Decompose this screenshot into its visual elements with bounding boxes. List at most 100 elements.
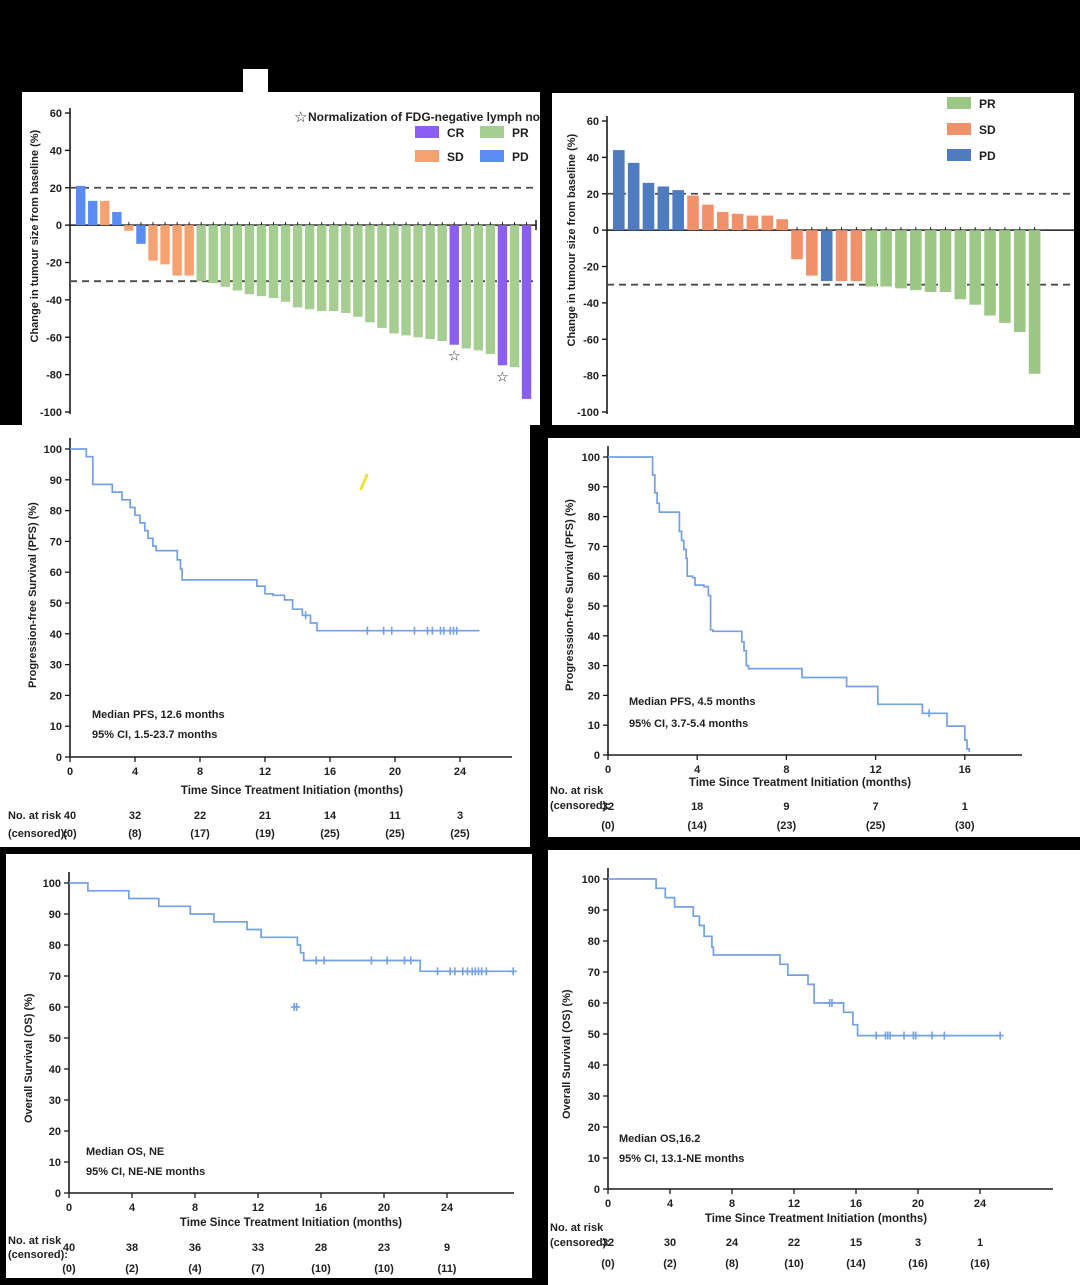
y-tick-label: 90: [588, 482, 600, 494]
y-tick-label: 40: [49, 1064, 61, 1076]
waterfall-bar: [317, 225, 327, 312]
median-annotation: Median OS,16.2: [619, 1133, 700, 1145]
y-tick-label: 60: [50, 108, 62, 120]
y-tick-label: 30: [49, 1095, 61, 1107]
waterfall-bar: [244, 225, 255, 295]
y-tick-label: 90: [50, 475, 62, 487]
waterfall-bar: [124, 225, 134, 231]
waterfall-bar: [232, 225, 243, 291]
y-tick-label: 0: [593, 225, 599, 237]
x-tick-label: 16: [850, 1198, 862, 1210]
y-tick-label: 50: [50, 598, 62, 610]
censored-count: (25): [320, 828, 340, 840]
waterfall-bar: [791, 230, 803, 260]
waterfall-bar: [880, 230, 892, 287]
y-tick-label: -40: [46, 295, 62, 307]
waterfall-bar: [473, 225, 484, 351]
risk-table-label: No. at risk: [8, 810, 62, 822]
median-annotation: 95% CI, 13.1-NE months: [619, 1153, 744, 1165]
y-tick-label: 0: [56, 220, 62, 232]
waterfall-bar: [449, 225, 459, 345]
y-tick-label: 30: [50, 660, 62, 672]
waterfall-bar: [642, 182, 655, 231]
censored-count: (2): [125, 1263, 139, 1275]
waterfall-bar: [969, 230, 981, 305]
waterfall-bar: [425, 225, 435, 340]
censored-count: (16): [908, 1258, 928, 1270]
y-tick-label: 70: [588, 541, 600, 553]
legend-label: PR: [512, 126, 529, 140]
y-tick-label: 30: [588, 661, 600, 673]
waterfall-bar: [461, 225, 471, 349]
os-right-plot: 0 10 20 30 40 50 60 70 80 90 100 0 4 8 12 16 20 24 Overall…: [550, 868, 1053, 1270]
waterfall-bar: [761, 215, 774, 231]
waterfall-bar: [776, 219, 788, 231]
x-tick-label: 20: [378, 1202, 390, 1214]
waterfall-bar: [437, 225, 447, 341]
legend-swatch-pr: [480, 126, 504, 138]
waterfall-panel-right: 60 40 20 0 -20 -40 -60 -80 -100 Change in tumour …: [552, 93, 1074, 425]
censored-count: (23): [777, 820, 797, 832]
censored-count: (2): [663, 1258, 677, 1270]
y-tick-label: 60: [50, 567, 62, 579]
y-tick-label: 80: [49, 940, 61, 952]
waterfall-bar: [954, 230, 967, 300]
risk-count: 33: [252, 1242, 264, 1254]
censored-count: (10): [784, 1258, 804, 1270]
waterfall-bar: [365, 225, 375, 323]
km-curve: [69, 882, 515, 973]
y-axis-label: Change in tumour size from baseline (%): [566, 133, 578, 346]
median-annotation: Median PFS, 12.6 months: [92, 709, 225, 721]
page-artifact-notch: [243, 69, 268, 93]
x-tick-label: 8: [197, 766, 203, 778]
y-tick-label: 100: [44, 444, 62, 456]
y-tick-label: 60: [588, 998, 600, 1010]
y-tick-label: 20: [588, 690, 600, 702]
waterfall-bar: [341, 225, 351, 313]
x-tick-label: 0: [605, 1198, 611, 1210]
waterfall-bar: [613, 150, 625, 231]
y-tick-label: 0: [55, 1188, 61, 1200]
legend-label: SD: [447, 150, 464, 164]
x-tick-label: 4: [667, 1198, 674, 1210]
risk-count: 15: [850, 1237, 862, 1249]
waterfall-bar: [485, 225, 496, 355]
waterfall-bar: [172, 225, 182, 276]
yellow-mark-artifact: [359, 473, 369, 491]
x-tick-label: 24: [441, 1202, 454, 1214]
waterfall-right-plot: 60 40 20 0 -20 -40 -60 -80 -100 Change in tumour …: [566, 97, 1074, 419]
x-tick-label: 4: [694, 764, 701, 776]
y-tick-label: -100: [577, 407, 599, 419]
waterfall-bar: [220, 225, 230, 287]
waterfall-bar: [850, 230, 863, 282]
x-tick-label: 0: [66, 1202, 72, 1214]
censored-count: (7): [251, 1263, 265, 1275]
risk-count: 40: [64, 810, 76, 822]
waterfall-bar: [521, 225, 532, 399]
waterfall-bar: [148, 225, 158, 261]
y-tick-label: 90: [49, 909, 61, 921]
y-tick-label: 0: [594, 1184, 600, 1196]
km-curve: [608, 878, 1001, 1037]
waterfall-bar: [627, 162, 640, 231]
y-tick-label: 20: [50, 690, 62, 702]
x-tick-label: 12: [259, 766, 271, 778]
censored-count: (17): [190, 828, 210, 840]
waterfall-bar: [76, 185, 86, 226]
y-tick-label: -40: [583, 298, 599, 310]
risk-count: 24: [726, 1237, 739, 1249]
waterfall-bar: [497, 225, 508, 366]
y-tick-label: 80: [588, 936, 600, 948]
x-tick-label: 16: [324, 766, 336, 778]
x-tick-label: 4: [132, 766, 139, 778]
y-tick-label: -100: [40, 407, 62, 419]
y-tick-label: 50: [588, 1029, 600, 1041]
risk-count: 38: [126, 1242, 138, 1254]
x-tick-label: 16: [959, 764, 971, 776]
risk-count: 9: [444, 1242, 450, 1254]
x-tick-label: 16: [315, 1202, 327, 1214]
censored-count: (8): [128, 828, 142, 840]
y-tick-label: 20: [49, 1126, 61, 1138]
waterfall-panel-left: 60 40 20 0 -20 -40 -60 -80 -100 ☆ ☆ Change in tumou…: [22, 92, 540, 425]
y-axis-label: Change in tumour size from baseline (%): [29, 129, 41, 342]
